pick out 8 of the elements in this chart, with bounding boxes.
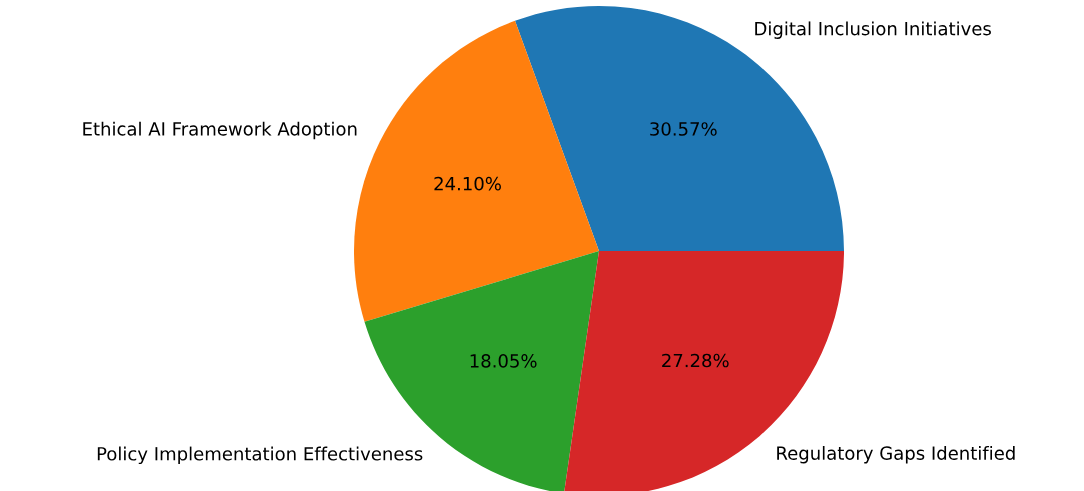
slice-label: Regulatory Gaps Identified (777, 445, 1015, 464)
slice-label: Digital Inclusion Initiatives (755, 21, 991, 39)
data-label: 18.05% (470, 354, 537, 368)
data-label: 24.10% (434, 176, 501, 191)
data-label: 30.57% (650, 122, 717, 136)
slice-label: Policy Implementation Effectiveness (97, 446, 423, 465)
data-label: 27.28% (662, 353, 729, 368)
slice-label: Ethical AI Framework Adoption (83, 121, 357, 140)
